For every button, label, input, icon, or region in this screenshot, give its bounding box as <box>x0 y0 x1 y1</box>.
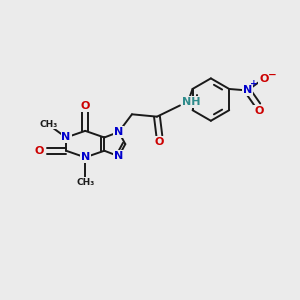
Text: O: O <box>254 106 264 116</box>
Text: N: N <box>114 151 123 161</box>
Text: N: N <box>114 127 123 137</box>
Text: N: N <box>81 152 90 162</box>
Text: +: + <box>250 80 257 88</box>
Text: O: O <box>154 137 164 147</box>
Text: CH₃: CH₃ <box>39 120 58 129</box>
Text: −: − <box>268 70 276 80</box>
Text: O: O <box>35 146 44 156</box>
Text: NH: NH <box>182 97 201 107</box>
Text: O: O <box>80 101 90 111</box>
Text: O: O <box>259 74 269 84</box>
Text: CH₃: CH₃ <box>76 178 94 187</box>
Text: N: N <box>61 133 71 142</box>
Text: N: N <box>243 85 252 95</box>
